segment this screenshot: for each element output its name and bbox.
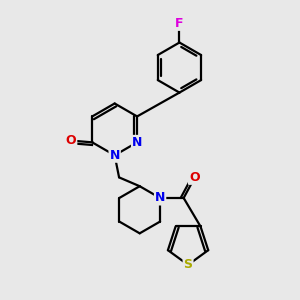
Text: S: S [184,258,193,271]
Text: F: F [175,17,184,30]
Text: N: N [155,191,165,205]
Text: N: N [132,136,142,149]
Text: N: N [110,149,120,162]
Text: O: O [189,171,200,184]
Text: O: O [66,134,76,147]
